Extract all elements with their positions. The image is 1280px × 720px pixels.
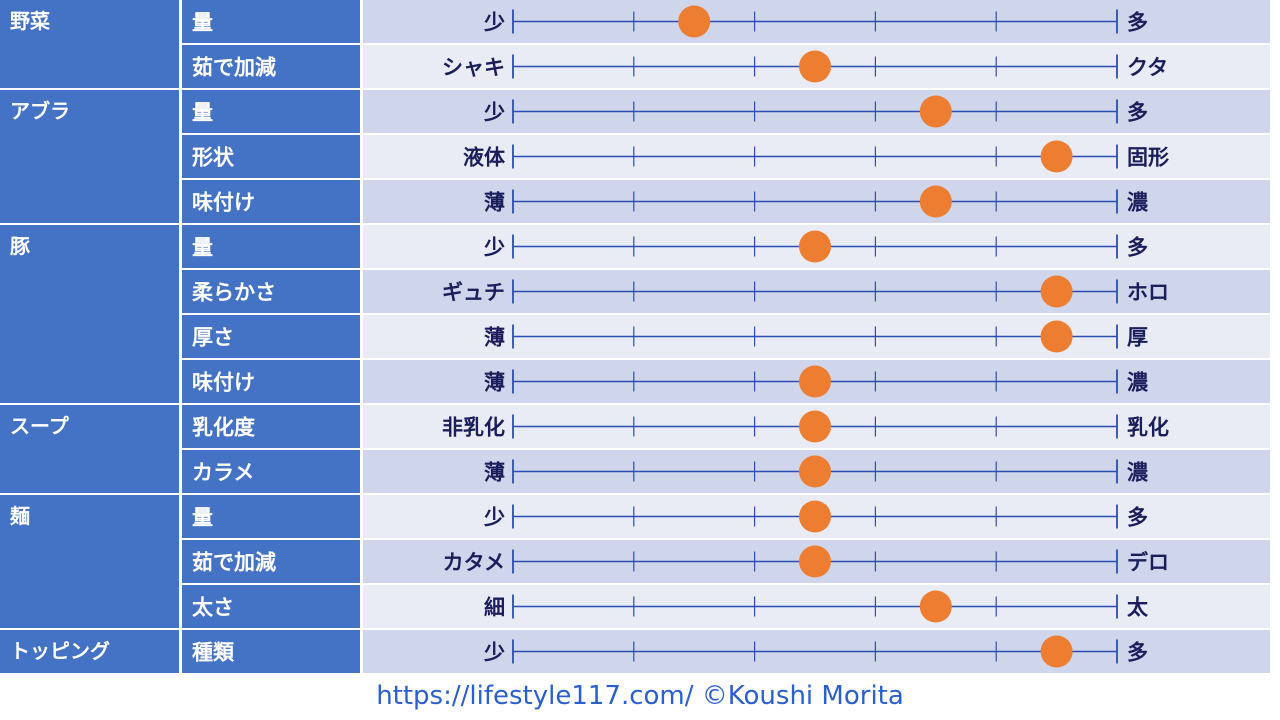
scale-right-label: ホロ xyxy=(1127,281,1169,305)
scale-left-label: 少 xyxy=(483,506,505,530)
scale-left-label: 薄 xyxy=(484,326,505,350)
category-cell xyxy=(0,405,179,493)
footer-credit: https://lifestyle117.com/ ©Koushi Morita xyxy=(376,681,904,711)
scale-right-label: デロ xyxy=(1127,551,1169,575)
scale-right-label: 濃 xyxy=(1127,371,1149,395)
attribute-label: 茹で加減 xyxy=(192,551,276,575)
scale-right-label: 太 xyxy=(1127,596,1149,620)
rating-marker xyxy=(919,590,952,623)
scale-right-label: クタ xyxy=(1127,56,1168,80)
rating-marker xyxy=(919,95,952,128)
attribute-cell xyxy=(182,495,360,538)
scale-right-label: 厚 xyxy=(1127,326,1148,350)
scale-left-label: 薄 xyxy=(484,191,505,215)
rating-marker xyxy=(799,545,831,578)
rating-marker xyxy=(799,410,831,443)
category-cell xyxy=(0,0,179,88)
attribute-label: 量 xyxy=(192,236,213,260)
attribute-cell xyxy=(182,0,360,43)
rating-markers xyxy=(678,5,1073,668)
attribute-label: 茹で加減 xyxy=(192,56,276,80)
attribute-label: 種類 xyxy=(192,641,235,665)
category-cell xyxy=(0,90,179,223)
category-cell xyxy=(0,225,179,403)
attribute-cell xyxy=(182,540,360,583)
scale-right-label: 多 xyxy=(1127,11,1148,35)
attribute-cell xyxy=(182,450,360,493)
attribute-cell xyxy=(182,630,360,673)
attribute-label: 量 xyxy=(192,101,213,125)
attribute-cell xyxy=(182,180,360,223)
scale-left-label: 少 xyxy=(483,641,505,665)
attribute-cell xyxy=(182,270,360,313)
category-label: トッピング xyxy=(10,639,110,663)
attribute-label: 太さ xyxy=(192,596,234,620)
attribute-label: 量 xyxy=(192,506,213,530)
scale-left-label: 液体 xyxy=(463,146,506,170)
attribute-label: 厚さ xyxy=(192,326,234,350)
attribute-label: 柔らかさ xyxy=(192,281,276,305)
category-label: 麺 xyxy=(9,504,30,528)
rating-marker xyxy=(799,455,831,488)
attribute-cell xyxy=(182,225,360,268)
scale-right-label: 多 xyxy=(1127,641,1148,665)
category-label: 豚 xyxy=(10,234,30,258)
scale-left-label: 少 xyxy=(483,11,505,35)
rating-marker xyxy=(799,50,831,83)
attribute-cell xyxy=(182,135,360,178)
scale-left-label: シャキ xyxy=(442,56,505,80)
scale-right-label: 多 xyxy=(1127,506,1148,530)
scale-right-label: 多 xyxy=(1127,101,1148,125)
rating-marker xyxy=(799,365,831,398)
attribute-label: 味付け xyxy=(192,371,255,395)
rating-marker xyxy=(678,5,711,38)
scale-right-label: 濃 xyxy=(1127,461,1149,485)
category-label: スープ xyxy=(10,414,70,438)
attribute-label: カラメ xyxy=(192,461,254,485)
rating-marker xyxy=(1040,320,1073,353)
scale-left-label: ギュチ xyxy=(442,281,505,305)
scale-left-label: 少 xyxy=(483,101,505,125)
rating-marker xyxy=(1040,140,1073,173)
rating-marker xyxy=(799,500,831,533)
category-cell xyxy=(0,630,179,673)
attribute-label: 味付け xyxy=(192,191,255,215)
scale-left-label: 非乳化 xyxy=(442,416,505,440)
attribute-cell xyxy=(182,585,360,628)
attribute-cell xyxy=(182,45,360,88)
rating-marker xyxy=(799,230,831,263)
category-cell xyxy=(0,495,179,628)
attribute-cell xyxy=(182,315,360,358)
scale-right-label: 固形 xyxy=(1127,146,1169,170)
category-label: アブラ xyxy=(10,99,70,123)
scale-left-label: カタメ xyxy=(443,551,505,575)
rating-marker xyxy=(1040,635,1073,668)
scale-left-label: 少 xyxy=(483,236,505,260)
scale-right-label: 多 xyxy=(1127,236,1148,260)
attribute-label: 乳化度 xyxy=(192,416,255,440)
attribute-cell xyxy=(182,90,360,133)
rating-marker xyxy=(919,185,952,218)
attribute-label: 量 xyxy=(192,11,213,35)
scale-right-label: 濃 xyxy=(1127,191,1149,215)
attribute-cell xyxy=(182,405,360,448)
scale-left-label: 薄 xyxy=(484,461,505,485)
attribute-label: 形状 xyxy=(192,146,235,170)
attribute-cell xyxy=(182,360,360,403)
scale-left-label: 薄 xyxy=(484,371,505,395)
rating-marker xyxy=(1040,275,1073,308)
category-label: 野菜 xyxy=(10,9,50,33)
scale-axes: 少多シャキ クタ少 多液体 固形薄 濃少 多ギュチ ホロ薄 厚薄 濃非乳化 乳化薄 濃少 多カタメ デロ… xyxy=(442,9,1169,665)
scale-right-label: 乳化 xyxy=(1127,416,1169,440)
scale-left-label: 細 xyxy=(484,596,505,620)
